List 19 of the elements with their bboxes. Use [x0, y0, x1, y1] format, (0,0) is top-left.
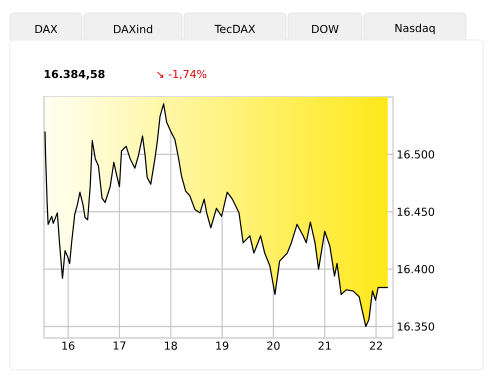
line-series — [44, 103, 388, 328]
text: DOW — [312, 24, 339, 34]
x-tick-label: 19 — [216, 342, 228, 350]
x-tick-label: 18 — [165, 342, 177, 350]
x-tick-label: 17 — [114, 342, 126, 350]
y-tick-label: 16.350 — [398, 322, 434, 331]
text: Nasdaq — [395, 24, 435, 34]
x-tick-label: 20 — [267, 342, 280, 350]
text: TecDAX — [214, 24, 256, 34]
chart-title: 16.384,58 — [44, 70, 105, 80]
text: DAX — [35, 25, 58, 33]
text: DAXind — [114, 24, 152, 34]
x-tick-label: 16 — [62, 342, 74, 350]
y-tick-label: 16.500 — [398, 150, 434, 159]
y-tick-label: 16.400 — [398, 265, 434, 274]
y-tick-label: 16.450 — [398, 208, 434, 216]
x-tick-label: 21 — [318, 342, 331, 350]
chart-subtitle: ↘ -1,74% — [157, 70, 206, 80]
x-tick-label: 22 — [370, 342, 382, 350]
